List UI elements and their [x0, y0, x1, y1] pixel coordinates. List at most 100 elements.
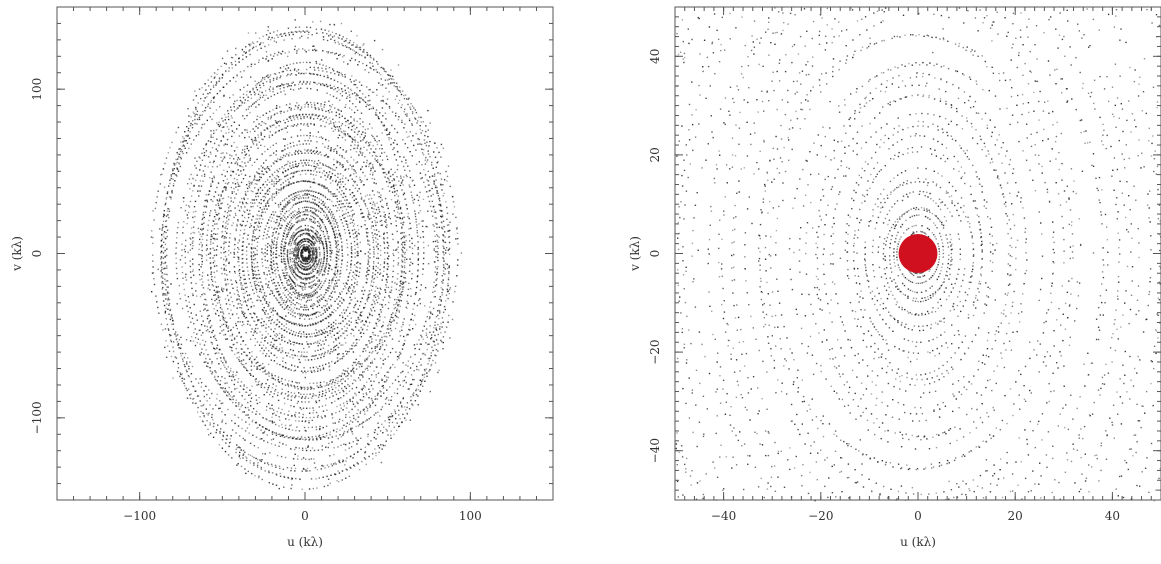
uv-point: [327, 334, 329, 337]
uv-point: [324, 280, 326, 282]
uv-point: [315, 366, 318, 368]
uv-point: [331, 215, 334, 217]
uv-point: [320, 167, 322, 169]
uv-point: [245, 109, 247, 111]
uv-point: [346, 315, 349, 317]
uv-point: [347, 378, 349, 380]
uv-point: [320, 118, 322, 120]
uv-point: [212, 200, 214, 202]
uv-point: [273, 193, 275, 195]
uv-point: [390, 286, 393, 288]
uv-point: [301, 152, 303, 154]
uv-point: [302, 233, 304, 235]
uv-point: [313, 252, 315, 254]
uv-point: [300, 180, 302, 182]
uv-point: [417, 299, 420, 302]
uv-point: [298, 230, 301, 232]
uv-point: [243, 117, 246, 120]
uv-point: [317, 370, 319, 372]
uv-point: [229, 205, 231, 207]
uv-point: [220, 207, 222, 209]
uv-point: [307, 190, 310, 192]
uv-point: [359, 379, 361, 381]
uv-point: [301, 251, 303, 253]
uv-point: [398, 293, 401, 296]
uv-point: [288, 394, 290, 396]
uv-point: [296, 170, 298, 173]
uv-point: [309, 416, 311, 419]
uv-point: [312, 198, 314, 200]
uv-point: [288, 183, 290, 185]
uv-point: [301, 343, 303, 345]
uv-point: [224, 227, 226, 229]
uv-point: [328, 295, 330, 297]
uv-point: [229, 346, 231, 348]
uv-point: [330, 314, 332, 316]
uv-point: [358, 233, 360, 235]
uv-point: [376, 352, 378, 355]
uv-point: [279, 277, 281, 279]
uv-point: [385, 226, 388, 229]
uv-point: [325, 153, 328, 156]
uv-point: [361, 329, 364, 331]
uv-point: [201, 284, 203, 286]
uv-point: [371, 177, 373, 180]
uv-point: [287, 120, 289, 123]
uv-point: [345, 208, 348, 211]
uv-point: [322, 243, 324, 245]
uv-point: [329, 330, 331, 332]
uv-point: [270, 247, 273, 250]
uv-point: [233, 395, 235, 397]
uv-point: [362, 332, 365, 335]
uv-point: [362, 348, 365, 350]
uv-point: [260, 198, 262, 201]
uv-point: [396, 308, 399, 310]
uv-point: [334, 381, 336, 384]
uv-point: [295, 420, 297, 422]
uv-point: [277, 380, 280, 383]
uv-point: [315, 256, 317, 258]
uv-point: [192, 274, 195, 276]
uv-point: [287, 298, 289, 300]
uv-point: [314, 247, 316, 249]
uv-point: [325, 206, 327, 208]
uv-point: [271, 318, 273, 321]
uv-point: [357, 144, 359, 146]
uv-point: [265, 266, 267, 269]
uv-point: [303, 286, 305, 288]
uv-point: [293, 385, 295, 387]
uv-point: [351, 229, 354, 232]
uv-point: [384, 220, 386, 223]
uv-point: [265, 355, 267, 357]
uv-point: [379, 245, 382, 247]
uv-point: [350, 206, 352, 208]
uv-point: [334, 195, 336, 197]
uv-point: [302, 371, 304, 374]
uv-point: [237, 303, 239, 305]
uv-point: [373, 301, 375, 303]
uv-point: [305, 217, 308, 220]
uv-point: [264, 244, 267, 247]
uv-point: [266, 260, 269, 262]
uv-point: [308, 264, 311, 267]
uv-point: [370, 169, 372, 172]
uv-point: [311, 269, 313, 271]
uv-point: [239, 223, 242, 226]
uv-point: [326, 309, 329, 311]
uv-point: [282, 292, 284, 294]
uv-point: [317, 396, 320, 398]
uv-point: [283, 287, 285, 289]
uv-point: [367, 273, 370, 276]
uv-point: [302, 219, 305, 221]
uv-point: [298, 260, 300, 263]
uv-point: [278, 407, 280, 409]
uv-point: [294, 283, 296, 285]
uv-point: [338, 154, 341, 156]
uv-point: [215, 148, 217, 150]
uv-point: [291, 364, 293, 366]
uv-point: [368, 108, 371, 110]
uv-point: [362, 199, 365, 202]
uv-point: [262, 195, 264, 198]
uv-point: [275, 192, 278, 194]
uv-point: [344, 133, 346, 135]
